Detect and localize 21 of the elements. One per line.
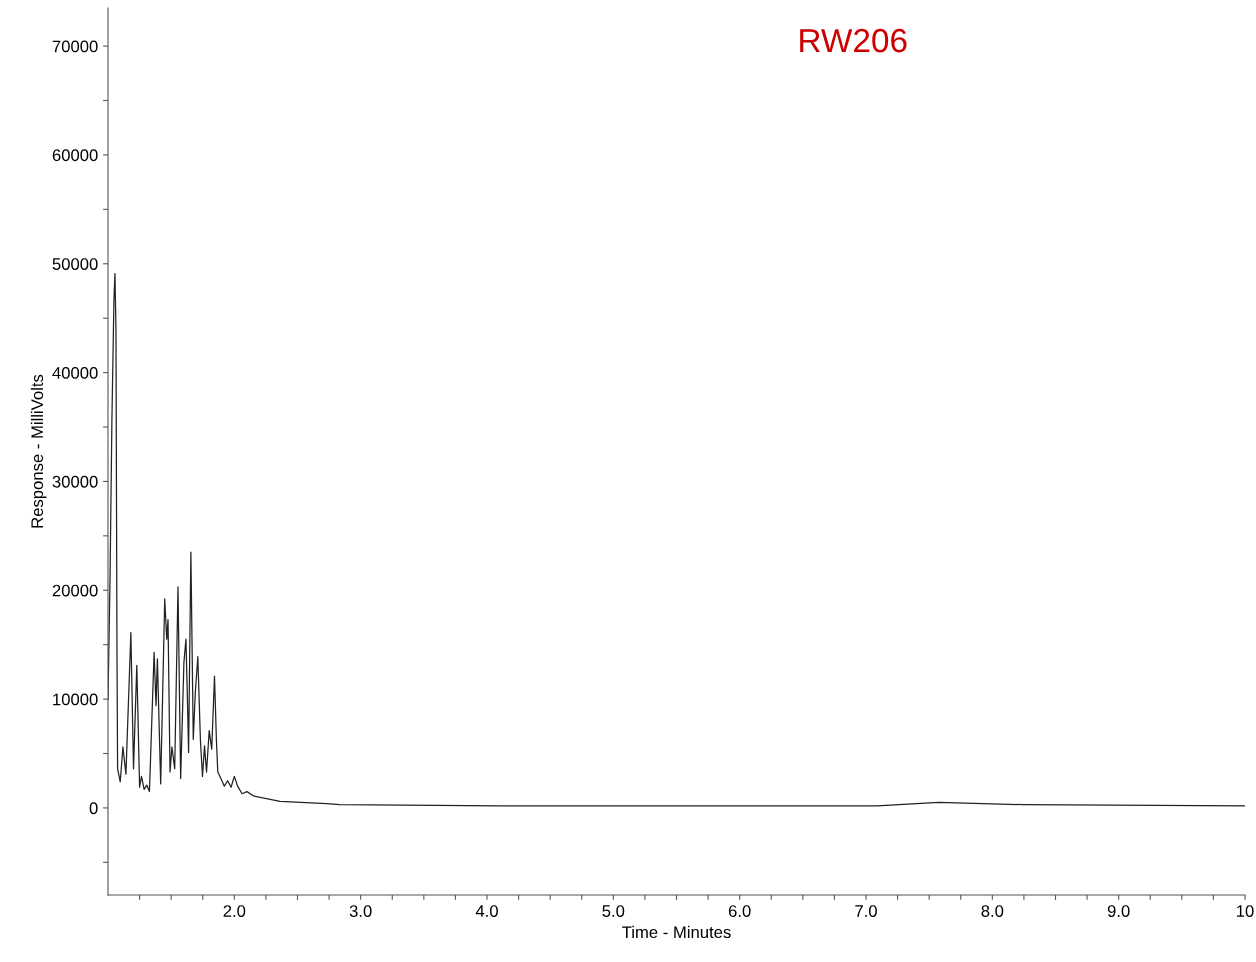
- x-tick-label: 8.0: [981, 905, 1004, 917]
- y-tick-label: 0: [89, 802, 98, 815]
- x-tick-label: 7.0: [855, 905, 877, 917]
- y-tick-label: 70000: [52, 40, 98, 53]
- y-tick-label: 50000: [52, 258, 98, 270]
- x-tick-label: 5.0: [602, 905, 625, 917]
- x-tick-label: 3.0: [349, 905, 372, 917]
- y-tick-label: 40000: [52, 367, 98, 379]
- x-tick-label: 9.0: [1107, 905, 1130, 917]
- x-tick-label: 10: [1237, 905, 1254, 917]
- x-tick-label: 6.0: [728, 905, 751, 917]
- y-tick-label: 10000: [53, 693, 98, 706]
- y-axis-title: Response - MilliVolts: [30, 374, 47, 528]
- line-series: [108, 272, 1245, 807]
- x-tick-label: 2.0: [223, 905, 246, 917]
- x-tick-label: 4.0: [475, 905, 498, 917]
- x-axis-title: Time - Minutes: [622, 925, 731, 939]
- annotation: RW206: [800, 28, 907, 53]
- y-tick-label: 20000: [52, 584, 98, 597]
- y-tick-label: 60000: [52, 149, 98, 162]
- y-tick-label: 30000: [52, 475, 98, 488]
